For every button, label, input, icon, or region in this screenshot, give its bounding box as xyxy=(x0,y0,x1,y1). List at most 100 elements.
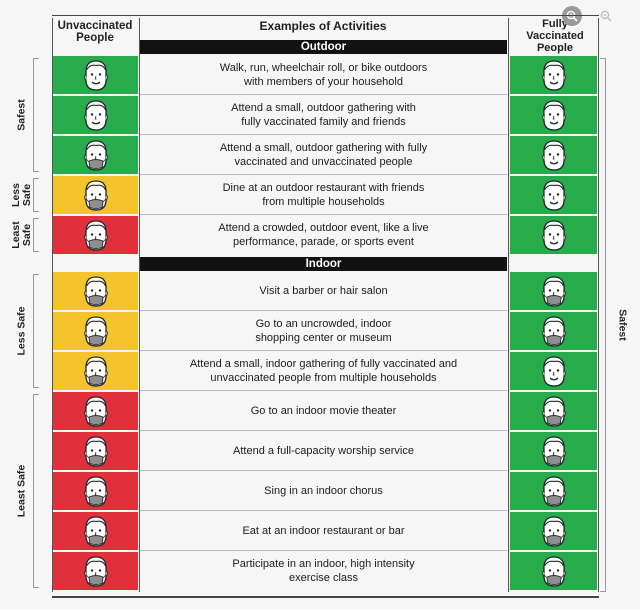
activity-text: Attend a full-capacity worship service xyxy=(140,432,507,470)
activity-text-lines: Attend a small, indoor gathering of full… xyxy=(190,357,457,385)
safety-level-label-line: Safe xyxy=(21,223,33,247)
activity-text: Eat at an indoor restaurant or bar xyxy=(140,512,507,550)
safety-level-label-line: Less Safe xyxy=(15,306,28,356)
vaccinated-risk-cell xyxy=(510,432,597,470)
header-vaccinated-line3: People xyxy=(536,42,574,54)
unvaccinated-risk-cell xyxy=(53,312,138,350)
zoom-out-button[interactable] xyxy=(596,6,616,26)
column-divider xyxy=(139,18,140,592)
activity-text-lines: Attend a crowded, outdoor event, like a … xyxy=(218,221,428,249)
masked-face-icon xyxy=(83,476,108,507)
header-vaccinated-line2: Vaccinated xyxy=(526,30,584,42)
vaccinated-risk-cell xyxy=(510,472,597,510)
safety-level-label: Safest xyxy=(15,99,28,131)
activity-text: Attend a small, indoor gathering of full… xyxy=(140,352,507,390)
row-divider xyxy=(140,350,507,351)
activity-text: Attend a small, outdoor gathering with f… xyxy=(140,136,507,174)
activity-text-lines: Attend a full-capacity worship service xyxy=(233,444,414,458)
unvaccinated-risk-cell xyxy=(53,136,138,174)
activity-text: Participate in an indoor, high intensity… xyxy=(140,552,507,590)
zoom-out-icon xyxy=(600,10,612,22)
activity-text-line: with members of your household xyxy=(244,76,403,88)
activity-text-line: Walk, run, wheelchair roll, or bike outd… xyxy=(219,62,428,74)
face-icon xyxy=(83,60,108,91)
vaccinated-safety-label: Safest xyxy=(616,309,629,341)
safety-level-label: Less Safe xyxy=(15,306,28,356)
activity-text-line: Attend a crowded, outdoor event, like a … xyxy=(218,222,429,234)
section-indoor: Indoor xyxy=(140,257,507,271)
header-activities: Examples of Activities xyxy=(259,19,387,33)
safety-bracket xyxy=(33,394,39,588)
activity-text-lines: Attend a small, outdoor gathering with f… xyxy=(220,141,427,169)
activity-text-line: shopping center or museum xyxy=(255,332,392,344)
masked-face-icon xyxy=(83,436,108,467)
zoom-in-button[interactable] xyxy=(562,6,582,26)
masked-face-icon xyxy=(83,396,108,427)
face-icon xyxy=(541,60,566,91)
activity-text-lines: Sing in an indoor chorus xyxy=(264,484,383,498)
vaccinated-risk-cell xyxy=(510,512,597,550)
face-icon xyxy=(541,140,566,171)
zoom-in-icon xyxy=(566,10,578,22)
activity-text: Attend a crowded, outdoor event, like a … xyxy=(140,216,507,254)
header-vaccinated: Fully Vaccinated People xyxy=(512,18,598,54)
safety-level-label: Least Safe xyxy=(15,464,28,518)
column-divider xyxy=(52,18,53,592)
safety-bracket xyxy=(33,218,39,252)
activity-text: Go to an uncrowded, indoor shopping cente… xyxy=(140,312,507,350)
activity-text-lines: Dine at an outdoor restaurant with frien… xyxy=(223,181,425,209)
safety-bracket xyxy=(33,58,39,172)
masked-face-icon xyxy=(83,516,108,547)
vaccinated-risk-cell xyxy=(510,56,597,94)
face-icon xyxy=(541,180,566,211)
activity-text-lines: Visit a barber or hair salon xyxy=(259,284,387,298)
masked-face-icon xyxy=(541,276,566,307)
unvaccinated-risk-cell xyxy=(53,96,138,134)
unvaccinated-risk-cell xyxy=(53,512,138,550)
row-divider xyxy=(140,470,507,471)
unvaccinated-risk-cell xyxy=(53,432,138,470)
masked-face-icon xyxy=(541,436,566,467)
row-divider xyxy=(140,390,507,391)
masked-face-icon xyxy=(83,276,108,307)
masked-face-icon xyxy=(83,180,108,211)
column-divider xyxy=(508,18,509,592)
vaccinated-risk-cell xyxy=(510,176,597,214)
safety-level-label: Least Safe xyxy=(10,221,33,248)
masked-face-icon xyxy=(541,556,566,587)
face-icon xyxy=(541,356,566,387)
masked-face-icon xyxy=(83,140,108,171)
unvaccinated-risk-cell xyxy=(53,56,138,94)
safety-level-label-line: Safe xyxy=(21,183,33,207)
face-icon xyxy=(541,220,566,251)
activity-text-line: Attend a small, outdoor gathering with xyxy=(231,102,416,114)
activity-text: Sing in an indoor chorus xyxy=(140,472,507,510)
row-divider xyxy=(140,310,507,311)
activity-text: Go to an indoor movie theater xyxy=(140,392,507,430)
table-bottom-border xyxy=(52,596,599,598)
row-divider xyxy=(140,94,507,95)
header-unvaccinated-line1: Unvaccinated xyxy=(57,20,133,32)
activity-text-lines: Eat at an indoor restaurant or bar xyxy=(242,524,404,538)
activity-text-line: Participate in an indoor, high intensity xyxy=(232,558,415,570)
activity-text-line: exercise class xyxy=(288,572,359,584)
safety-level-label-line: Safest xyxy=(15,99,28,131)
masked-face-icon xyxy=(83,356,108,387)
activity-text-line: from multiple households xyxy=(262,196,385,208)
activity-text-lines: Go to an indoor movie theater xyxy=(251,404,397,418)
vaccinated-risk-cell xyxy=(510,96,597,134)
safety-bracket xyxy=(33,274,39,388)
activity-text-lines: Go to an uncrowded, indoor shopping cente… xyxy=(255,317,391,345)
activity-text-line: Dine at an outdoor restaurant with frien… xyxy=(222,182,425,194)
safety-level-label-line: Least Safe xyxy=(15,464,28,518)
row-divider xyxy=(140,510,507,511)
vaccinated-risk-cell xyxy=(510,352,597,390)
safety-bracket xyxy=(33,178,39,212)
activity-text-line: Go to an indoor movie theater xyxy=(250,405,397,417)
vaccinated-risk-cell xyxy=(510,312,597,350)
activity-text-line: Attend a full-capacity worship service xyxy=(233,445,414,457)
masked-face-icon xyxy=(83,220,108,251)
unvaccinated-risk-cell xyxy=(53,176,138,214)
face-icon xyxy=(83,100,108,131)
unvaccinated-risk-cell xyxy=(53,216,138,254)
